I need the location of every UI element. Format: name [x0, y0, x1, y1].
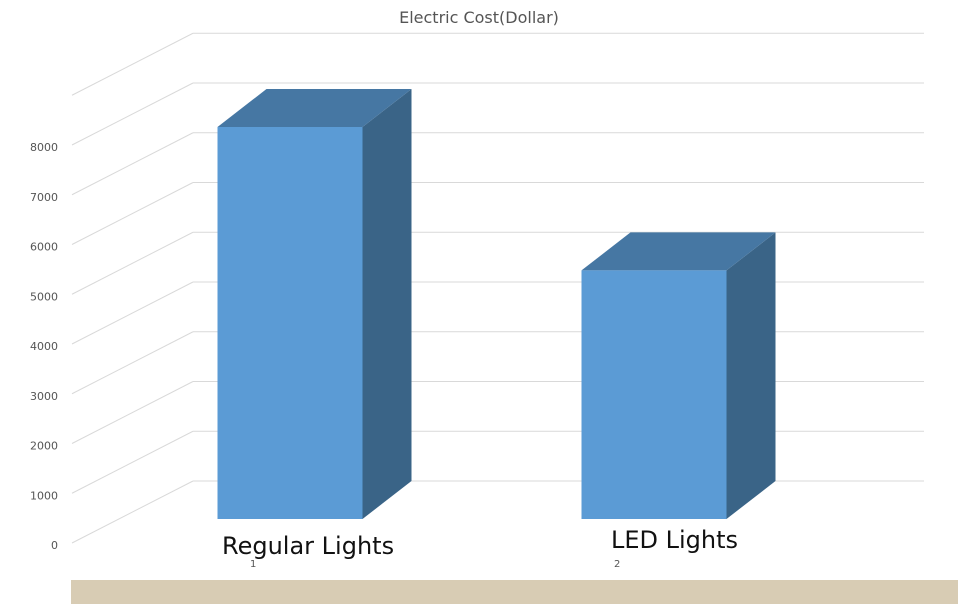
gridline-side-1000: [71, 430, 194, 494]
y-tick-label: 6000: [30, 241, 58, 254]
bar-side-2: [726, 232, 776, 520]
bar-1: [217, 127, 363, 519]
y-tick-label: 8000: [30, 141, 58, 154]
gridline-side-8000: [71, 82, 194, 146]
y-tick-label: 5000: [30, 290, 58, 303]
chart-title: Electric Cost(Dollar): [399, 8, 559, 27]
gridline-side-0: [71, 480, 194, 544]
gridline-side-9000: [71, 32, 194, 96]
gridline-side-3000: [71, 331, 194, 395]
x-index-label: 2: [614, 559, 620, 570]
bar-2: [581, 270, 727, 519]
y-tick-label: 2000: [30, 440, 58, 453]
y-tick-label: 1000: [30, 489, 58, 502]
bar-top-1: [217, 89, 412, 127]
x-index-label: 1: [250, 559, 256, 570]
chart-plot: 0 1000 2000 3000 4000 5000 6000 7000 8000 Regular…: [30, 32, 924, 570]
gridline-side-7000: [71, 132, 194, 196]
y-tick-label: 0: [51, 539, 58, 552]
y-tick-label: 4000: [30, 340, 58, 353]
footer-band: [71, 580, 958, 604]
y-tick-label: 3000: [30, 390, 58, 403]
x-category-label: Regular Lights: [222, 532, 394, 560]
bar-side-1: [362, 89, 412, 519]
gridline-side-4000: [71, 281, 194, 345]
x-category-label: LED Lights: [611, 526, 738, 554]
gridline-side-2000: [71, 381, 194, 444]
gridline-side-6000: [71, 182, 194, 245]
y-tick-label: 7000: [30, 191, 58, 204]
gridline-side-5000: [71, 231, 194, 295]
bar-top-2: [581, 232, 776, 271]
